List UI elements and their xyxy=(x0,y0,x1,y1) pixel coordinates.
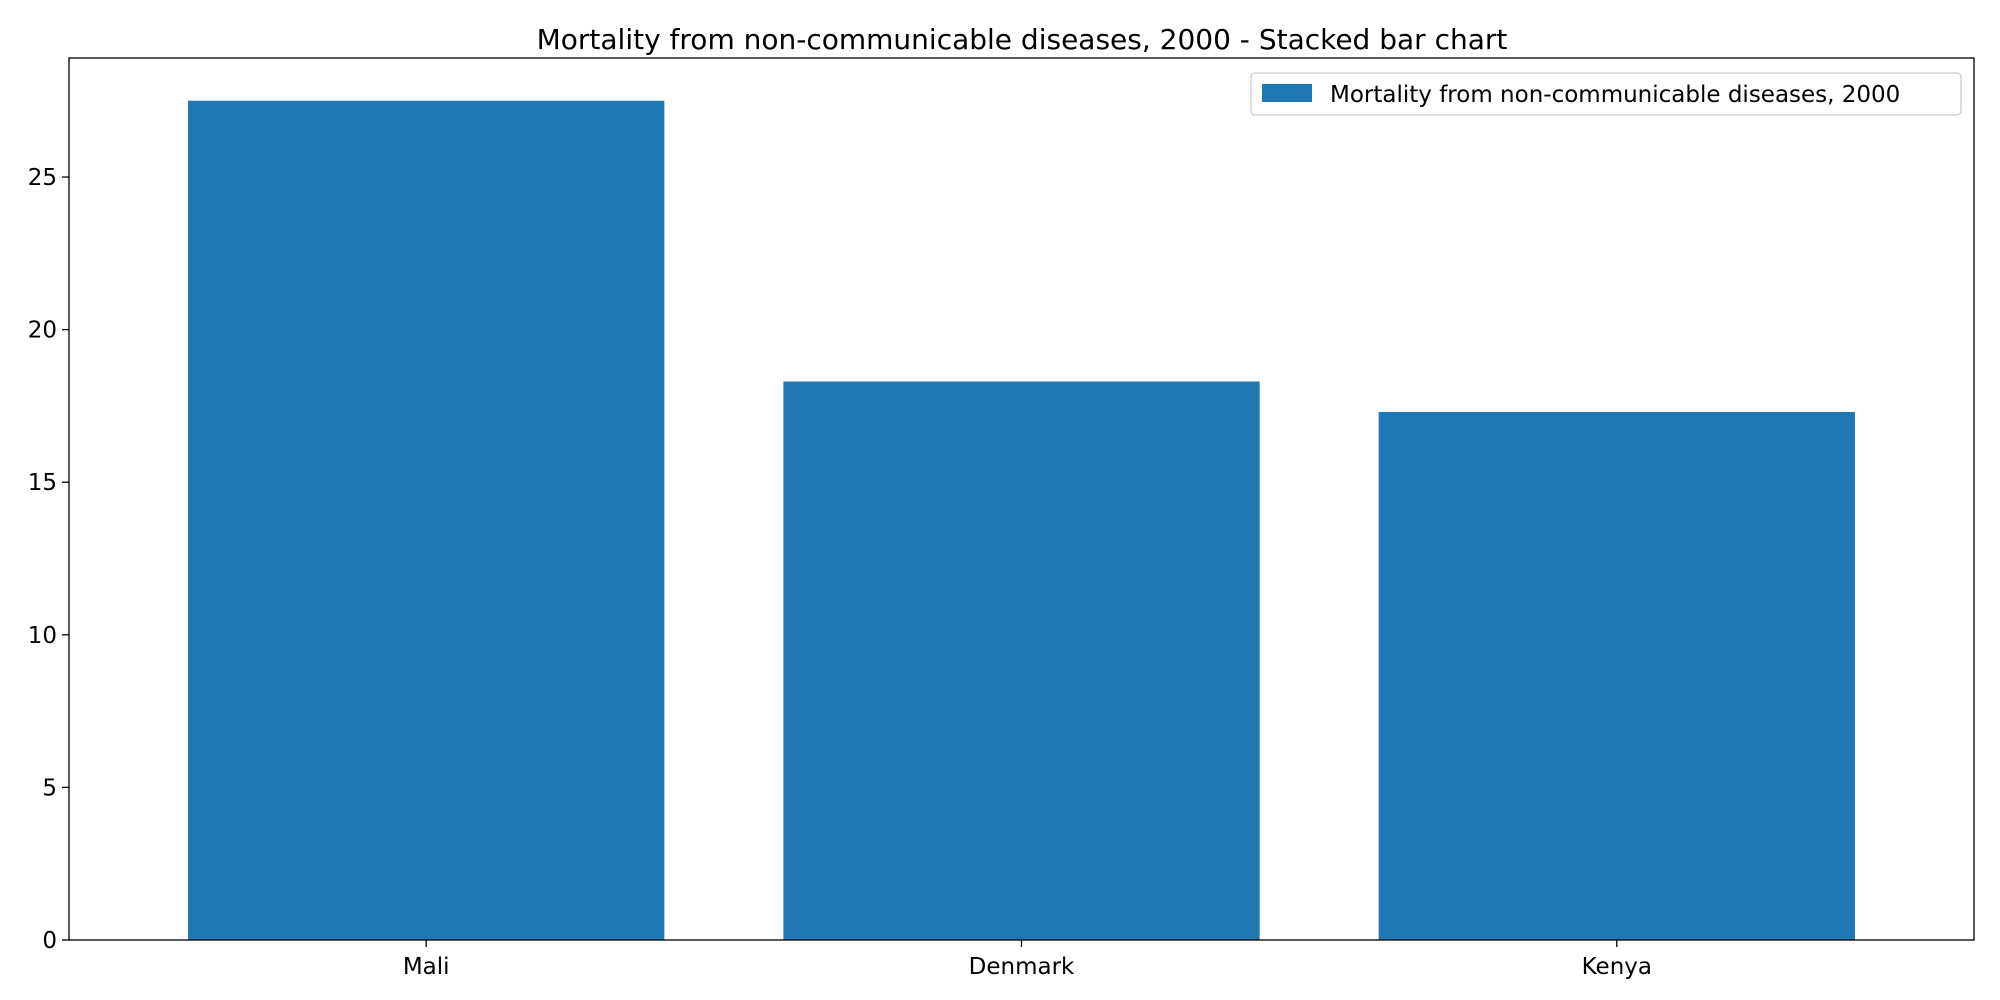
y-tick-label: 5 xyxy=(42,775,57,801)
y-tick-label: 0 xyxy=(42,928,57,954)
y-tick-label: 10 xyxy=(28,623,57,649)
bar-mali xyxy=(188,100,665,941)
x-axis: Mali Denmark Kenya xyxy=(403,940,1652,980)
x-tick-label-mali: Mali xyxy=(403,954,450,980)
y-tick-label: 25 xyxy=(28,165,57,191)
x-tick-label-kenya: Kenya xyxy=(1582,954,1652,980)
legend-label: Mortality from non-communicable diseases… xyxy=(1330,82,1900,108)
plot-frame xyxy=(68,57,1975,941)
bar-kenya xyxy=(1378,412,1855,940)
legend: Mortality from non-communicable diseases… xyxy=(1250,72,1962,116)
chart-title: Mortality from non-communicable diseases… xyxy=(537,23,1508,56)
bars-group xyxy=(188,100,1855,941)
x-tick-label-denmark: Denmark xyxy=(969,954,1075,980)
bar-denmark xyxy=(783,381,1260,940)
legend-swatch xyxy=(1262,84,1312,102)
legend-frame xyxy=(1250,72,1962,116)
y-tick-label: 15 xyxy=(28,470,57,496)
y-axis: 0 5 10 15 20 25 xyxy=(28,165,69,954)
y-tick-label: 20 xyxy=(28,318,57,344)
